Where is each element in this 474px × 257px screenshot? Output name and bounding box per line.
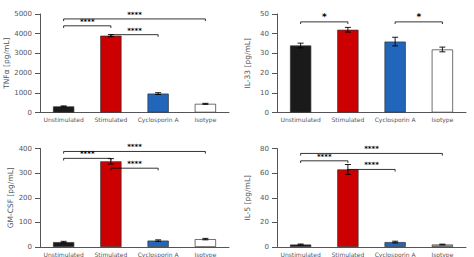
svg-text:GM-CSF [pg/mL]: GM-CSF [pg/mL] <box>6 167 15 228</box>
svg-text:*: * <box>416 12 421 22</box>
svg-text:0: 0 <box>28 243 32 251</box>
svg-text:60: 60 <box>260 169 269 177</box>
svg-text:Cyclosporin A: Cyclosporin A <box>375 251 417 257</box>
svg-text:****: **** <box>127 27 142 35</box>
svg-text:TNFα [pg/mL]: TNFα [pg/mL] <box>2 38 11 90</box>
svg-text:5000: 5000 <box>14 10 32 18</box>
svg-text:Cyclosporin A: Cyclosporin A <box>138 251 180 257</box>
svg-text:*: * <box>322 12 327 22</box>
svg-text:IL-5 [pg/mL]: IL-5 [pg/mL] <box>243 175 252 221</box>
svg-text:Cyclosporin A: Cyclosporin A <box>138 116 180 124</box>
svg-text:40: 40 <box>260 30 269 38</box>
svg-text:Stimulated: Stimulated <box>95 116 128 123</box>
svg-text:0: 0 <box>265 243 269 251</box>
svg-text:30: 30 <box>260 49 269 57</box>
svg-text:0: 0 <box>28 109 32 117</box>
svg-text:2000: 2000 <box>14 69 32 77</box>
svg-text:****: **** <box>127 143 142 151</box>
svg-text:Unstimulated: Unstimulated <box>281 251 321 257</box>
svg-text:80: 80 <box>260 145 269 153</box>
svg-text:Stimulated: Stimulated <box>332 251 365 257</box>
svg-text:0: 0 <box>265 109 269 117</box>
svg-text:400: 400 <box>19 145 32 153</box>
svg-text:Unstimulated: Unstimulated <box>44 251 84 257</box>
svg-text:50: 50 <box>260 10 269 18</box>
svg-text:20: 20 <box>260 69 269 77</box>
svg-text:Isotype: Isotype <box>431 251 453 257</box>
svg-text:200: 200 <box>19 194 32 202</box>
svg-text:Stimulated: Stimulated <box>332 116 365 123</box>
svg-text:3000: 3000 <box>14 49 32 57</box>
svg-text:Unstimulated: Unstimulated <box>281 116 321 123</box>
svg-text:****: **** <box>127 11 142 19</box>
svg-text:****: **** <box>127 160 142 168</box>
svg-text:4000: 4000 <box>14 30 32 38</box>
svg-text:****: **** <box>317 153 332 161</box>
svg-text:10: 10 <box>260 89 269 97</box>
svg-text:Cyclosporin A: Cyclosporin A <box>375 116 417 124</box>
svg-text:100: 100 <box>19 218 32 226</box>
svg-text:Stimulated: Stimulated <box>95 251 128 257</box>
svg-text:40: 40 <box>260 194 269 202</box>
svg-text:300: 300 <box>19 169 32 177</box>
svg-text:Isotype: Isotype <box>431 116 453 124</box>
svg-text:IL-33 [pg/mL]: IL-33 [pg/mL] <box>243 38 252 88</box>
svg-text:****: **** <box>364 161 379 169</box>
svg-text:20: 20 <box>260 218 269 226</box>
svg-text:Unstimulated: Unstimulated <box>44 116 84 123</box>
svg-text:Isotype: Isotype <box>194 116 216 124</box>
svg-text:Isotype: Isotype <box>194 251 216 257</box>
svg-text:****: **** <box>364 145 379 153</box>
svg-text:1000: 1000 <box>14 89 32 97</box>
